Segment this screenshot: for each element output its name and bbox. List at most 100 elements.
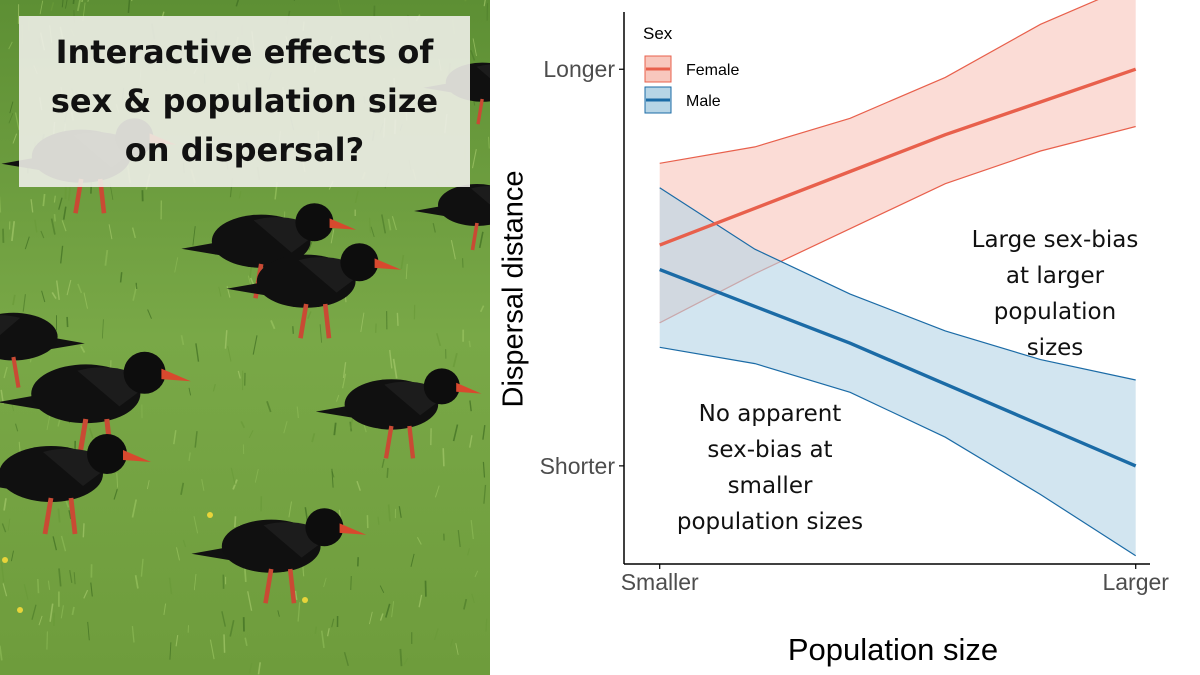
grass-blade	[60, 605, 64, 619]
grass-blade	[470, 520, 474, 540]
grass-blade	[377, 516, 380, 525]
grass-blade	[12, 294, 16, 306]
grass-blade	[147, 480, 150, 490]
grass-blade	[8, 113, 14, 124]
grass-blade	[360, 312, 365, 333]
grass-blade	[391, 216, 397, 231]
grass-blade	[485, 618, 488, 632]
grass-blade	[483, 0, 486, 7]
grass-blade	[297, 602, 301, 622]
grass-blade	[283, 421, 288, 434]
grass-blade	[416, 536, 422, 545]
grass-blade	[307, 311, 312, 319]
grass-blade	[442, 448, 445, 467]
grass-blade	[479, 305, 485, 313]
grass-blade	[391, 601, 395, 618]
grass-blade	[65, 0, 68, 9]
grass-blade	[230, 467, 236, 486]
grass-blade	[193, 573, 197, 591]
grass-blade	[452, 352, 458, 368]
grass-blade	[182, 539, 187, 548]
grass-blade	[113, 489, 118, 500]
grass-blade	[62, 206, 67, 220]
grass-blade	[201, 479, 205, 491]
grass-blade	[218, 286, 222, 297]
grass-blade	[226, 286, 231, 298]
grass-blade	[457, 530, 461, 548]
grass-blade	[192, 226, 196, 246]
confidence-bands	[659, 0, 1137, 557]
grass-blade	[410, 553, 415, 567]
grass-blade	[90, 582, 93, 597]
grass-blade	[108, 224, 113, 240]
grass-blade	[66, 316, 69, 328]
y-tick-label: Shorter	[540, 453, 616, 479]
grass-blade	[472, 38, 477, 57]
grass-blade	[478, 231, 484, 249]
grass-blade	[14, 112, 20, 131]
chough-bird	[181, 203, 357, 299]
grass-blade	[174, 257, 179, 273]
grass-blade	[398, 506, 402, 518]
grass-blade	[52, 536, 58, 551]
grass-blade	[223, 634, 226, 653]
grass-blade	[227, 345, 232, 362]
legend-title: Sex	[643, 24, 673, 43]
grass-blade	[14, 423, 19, 432]
grass-blade	[61, 0, 64, 8]
chough-bird	[226, 243, 402, 339]
legend-label-male: Male	[686, 93, 721, 110]
grass-blade	[87, 621, 90, 641]
grass-blade	[288, 501, 292, 518]
flower	[302, 597, 308, 603]
grass-blade	[188, 387, 192, 396]
grass-blade	[237, 370, 241, 379]
flower	[17, 607, 23, 613]
grass-blade	[468, 340, 471, 348]
grass-blade	[488, 136, 490, 149]
grass-blade	[175, 635, 179, 647]
grass-blade	[83, 292, 88, 309]
grass-blade	[469, 435, 473, 448]
grass-blade	[38, 615, 43, 626]
grass-blade	[3, 366, 8, 379]
grass-blade	[403, 657, 409, 665]
grass-blade	[7, 518, 11, 531]
grass-blade	[266, 401, 272, 413]
grass-blade	[405, 263, 408, 280]
grass-blade	[82, 523, 85, 538]
grass-blade	[396, 312, 399, 326]
grass-blade	[134, 575, 139, 589]
grass-blade	[53, 214, 56, 222]
grass-blade	[234, 516, 237, 528]
grass-blade	[474, 570, 479, 578]
grass-blade	[471, 593, 475, 604]
grass-blade	[389, 349, 393, 369]
grass-blade	[10, 550, 14, 562]
grass-blade	[399, 648, 403, 667]
chough-bird	[191, 508, 367, 604]
chough-bird	[0, 312, 85, 388]
grass-blade	[127, 0, 131, 13]
grass-blade	[131, 227, 136, 239]
grass-blade	[2, 583, 8, 597]
grass-blade	[387, 504, 391, 522]
grass-blade	[173, 430, 177, 445]
grass-blade	[39, 0, 44, 15]
grass-blade	[247, 591, 253, 611]
grass-blade	[76, 0, 81, 12]
series-lines	[659, 67, 1137, 468]
grass-blade	[452, 424, 459, 442]
grass-blade	[77, 283, 83, 294]
grass-blade	[336, 394, 340, 402]
grass-blade	[235, 0, 240, 7]
grass-blade	[88, 428, 94, 439]
annotation-no-apparent-sex-bias: No apparent sex-bias at smaller populati…	[676, 401, 864, 535]
grass-blade	[163, 603, 167, 615]
grass-blade	[69, 570, 73, 583]
grass-blade	[56, 280, 60, 300]
dispersal-chart: Smaller Larger Shorter Longer Dispersal dis…	[498, 0, 1169, 667]
chough-bird	[315, 368, 482, 459]
grass-blade	[254, 468, 259, 483]
grass-blade	[147, 309, 152, 319]
